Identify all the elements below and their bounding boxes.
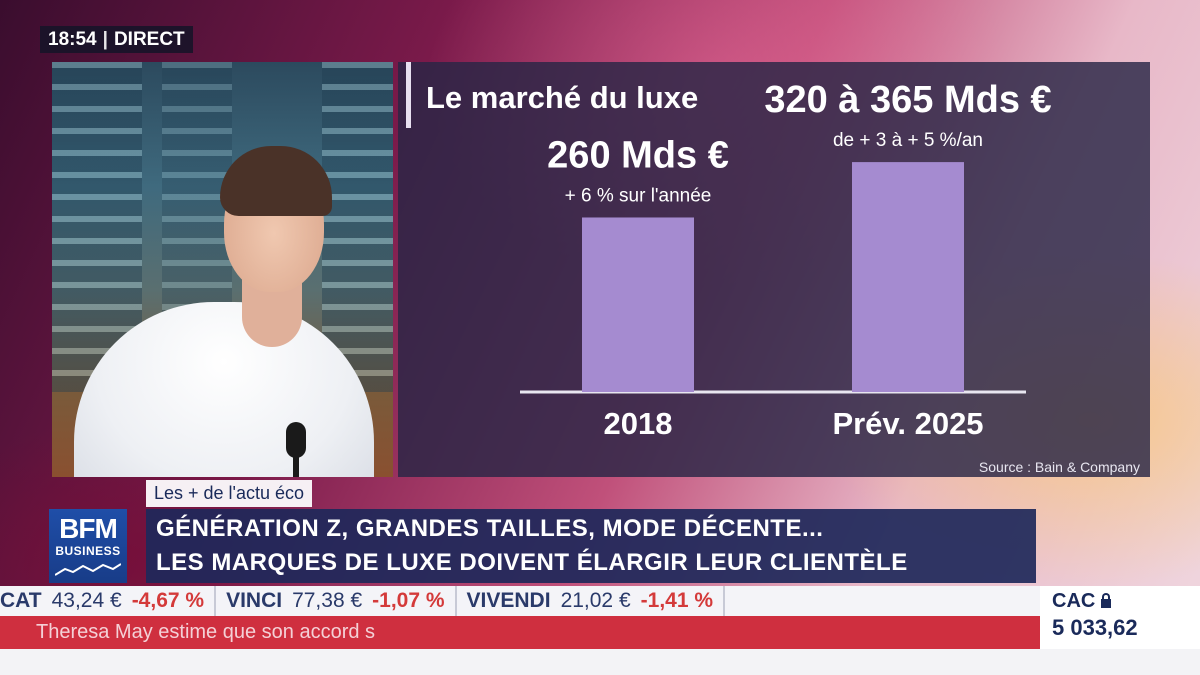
ticker-change: -1,07 % xyxy=(372,589,445,612)
headline-line-2: LES MARQUES DE LUXE DOIVENT ÉLARGIR LEUR… xyxy=(156,549,908,576)
clock-time: 18:54 xyxy=(48,29,97,50)
bar-1 xyxy=(852,162,964,392)
index-name-row: CAC xyxy=(1052,590,1188,613)
chart-panel: Le marché du luxe 260 Mds € + 6 % sur l'a… xyxy=(398,62,1150,477)
live-clock-badge: 18:54 | DIRECT xyxy=(40,26,193,53)
headline-line-1: GÉNÉRATION Z, GRANDES TAILLES, MODE DÉCE… xyxy=(156,515,824,542)
ticker-item: VINCI 77,38 € -1,07 % xyxy=(216,586,457,616)
ticker-name: VIVENDI xyxy=(466,589,551,612)
category-label-0: 2018 xyxy=(604,406,673,441)
segment-tag: Les + de l'actu éco xyxy=(146,480,313,507)
microphone-icon xyxy=(286,422,306,458)
title-accent-bar xyxy=(406,62,411,128)
ticker-price: 21,02 € xyxy=(560,589,631,612)
logo-business: BUSINESS xyxy=(55,544,121,558)
chart-source: Source : Bain & Company xyxy=(978,459,1140,475)
presenter-hair xyxy=(220,146,332,216)
bfm-business-logo: BFM BUSINESS xyxy=(49,509,127,583)
stock-ticker: CAT 43,24 € -4,67 % VINCI 77,38 € -1,07 % VIVE… xyxy=(0,586,1040,616)
index-box: CAC 5 033,62 xyxy=(1040,586,1200,649)
clock-separator: | xyxy=(102,29,108,50)
ticker-price: 77,38 € xyxy=(292,589,363,612)
bar-value-label-0: 260 Mds € xyxy=(547,134,729,176)
news-crawl: Theresa May estime que son accord s xyxy=(0,616,1040,649)
logo-wave-icon xyxy=(55,563,121,576)
ticker-name: VINCI xyxy=(226,589,283,612)
index-name: CAC xyxy=(1052,590,1096,612)
ticker-name: CAT xyxy=(0,589,42,612)
category-label-1: Prév. 2025 xyxy=(832,406,983,441)
ticker-item: CAT 43,24 € -4,67 % xyxy=(0,586,217,616)
logo-bfm: BFM xyxy=(59,513,118,544)
headline-banner: GÉNÉRATION Z, GRANDES TAILLES, MODE DÉCE… xyxy=(146,509,1036,583)
bar-sub-label-1: de + 3 à + 5 %/an xyxy=(833,130,983,151)
index-value: 5 033,62 xyxy=(1052,615,1138,640)
bar-sub-label-0: + 6 % sur l'année xyxy=(565,185,712,206)
bar-value-label-1: 320 à 365 Mds € xyxy=(764,79,1051,121)
ticker-price: 43,24 € xyxy=(51,589,122,612)
background-building xyxy=(322,62,393,392)
ticker-item: VIVENDI 21,02 € -1,41 % xyxy=(457,586,726,616)
presenter-video xyxy=(52,62,393,477)
bar-chart: 260 Mds € + 6 % sur l'année 2018 320 à 365 … xyxy=(520,79,1052,441)
live-label: DIRECT xyxy=(113,29,185,50)
chart-title: Le marché du luxe xyxy=(426,80,699,115)
ticker-change: -4,67 % xyxy=(131,589,205,612)
lock-icon xyxy=(1101,593,1112,608)
bar-0 xyxy=(582,217,694,392)
microphone-stand xyxy=(293,452,299,477)
bottom-strip xyxy=(0,649,1200,675)
ticker-change: -1,41 % xyxy=(640,589,714,612)
